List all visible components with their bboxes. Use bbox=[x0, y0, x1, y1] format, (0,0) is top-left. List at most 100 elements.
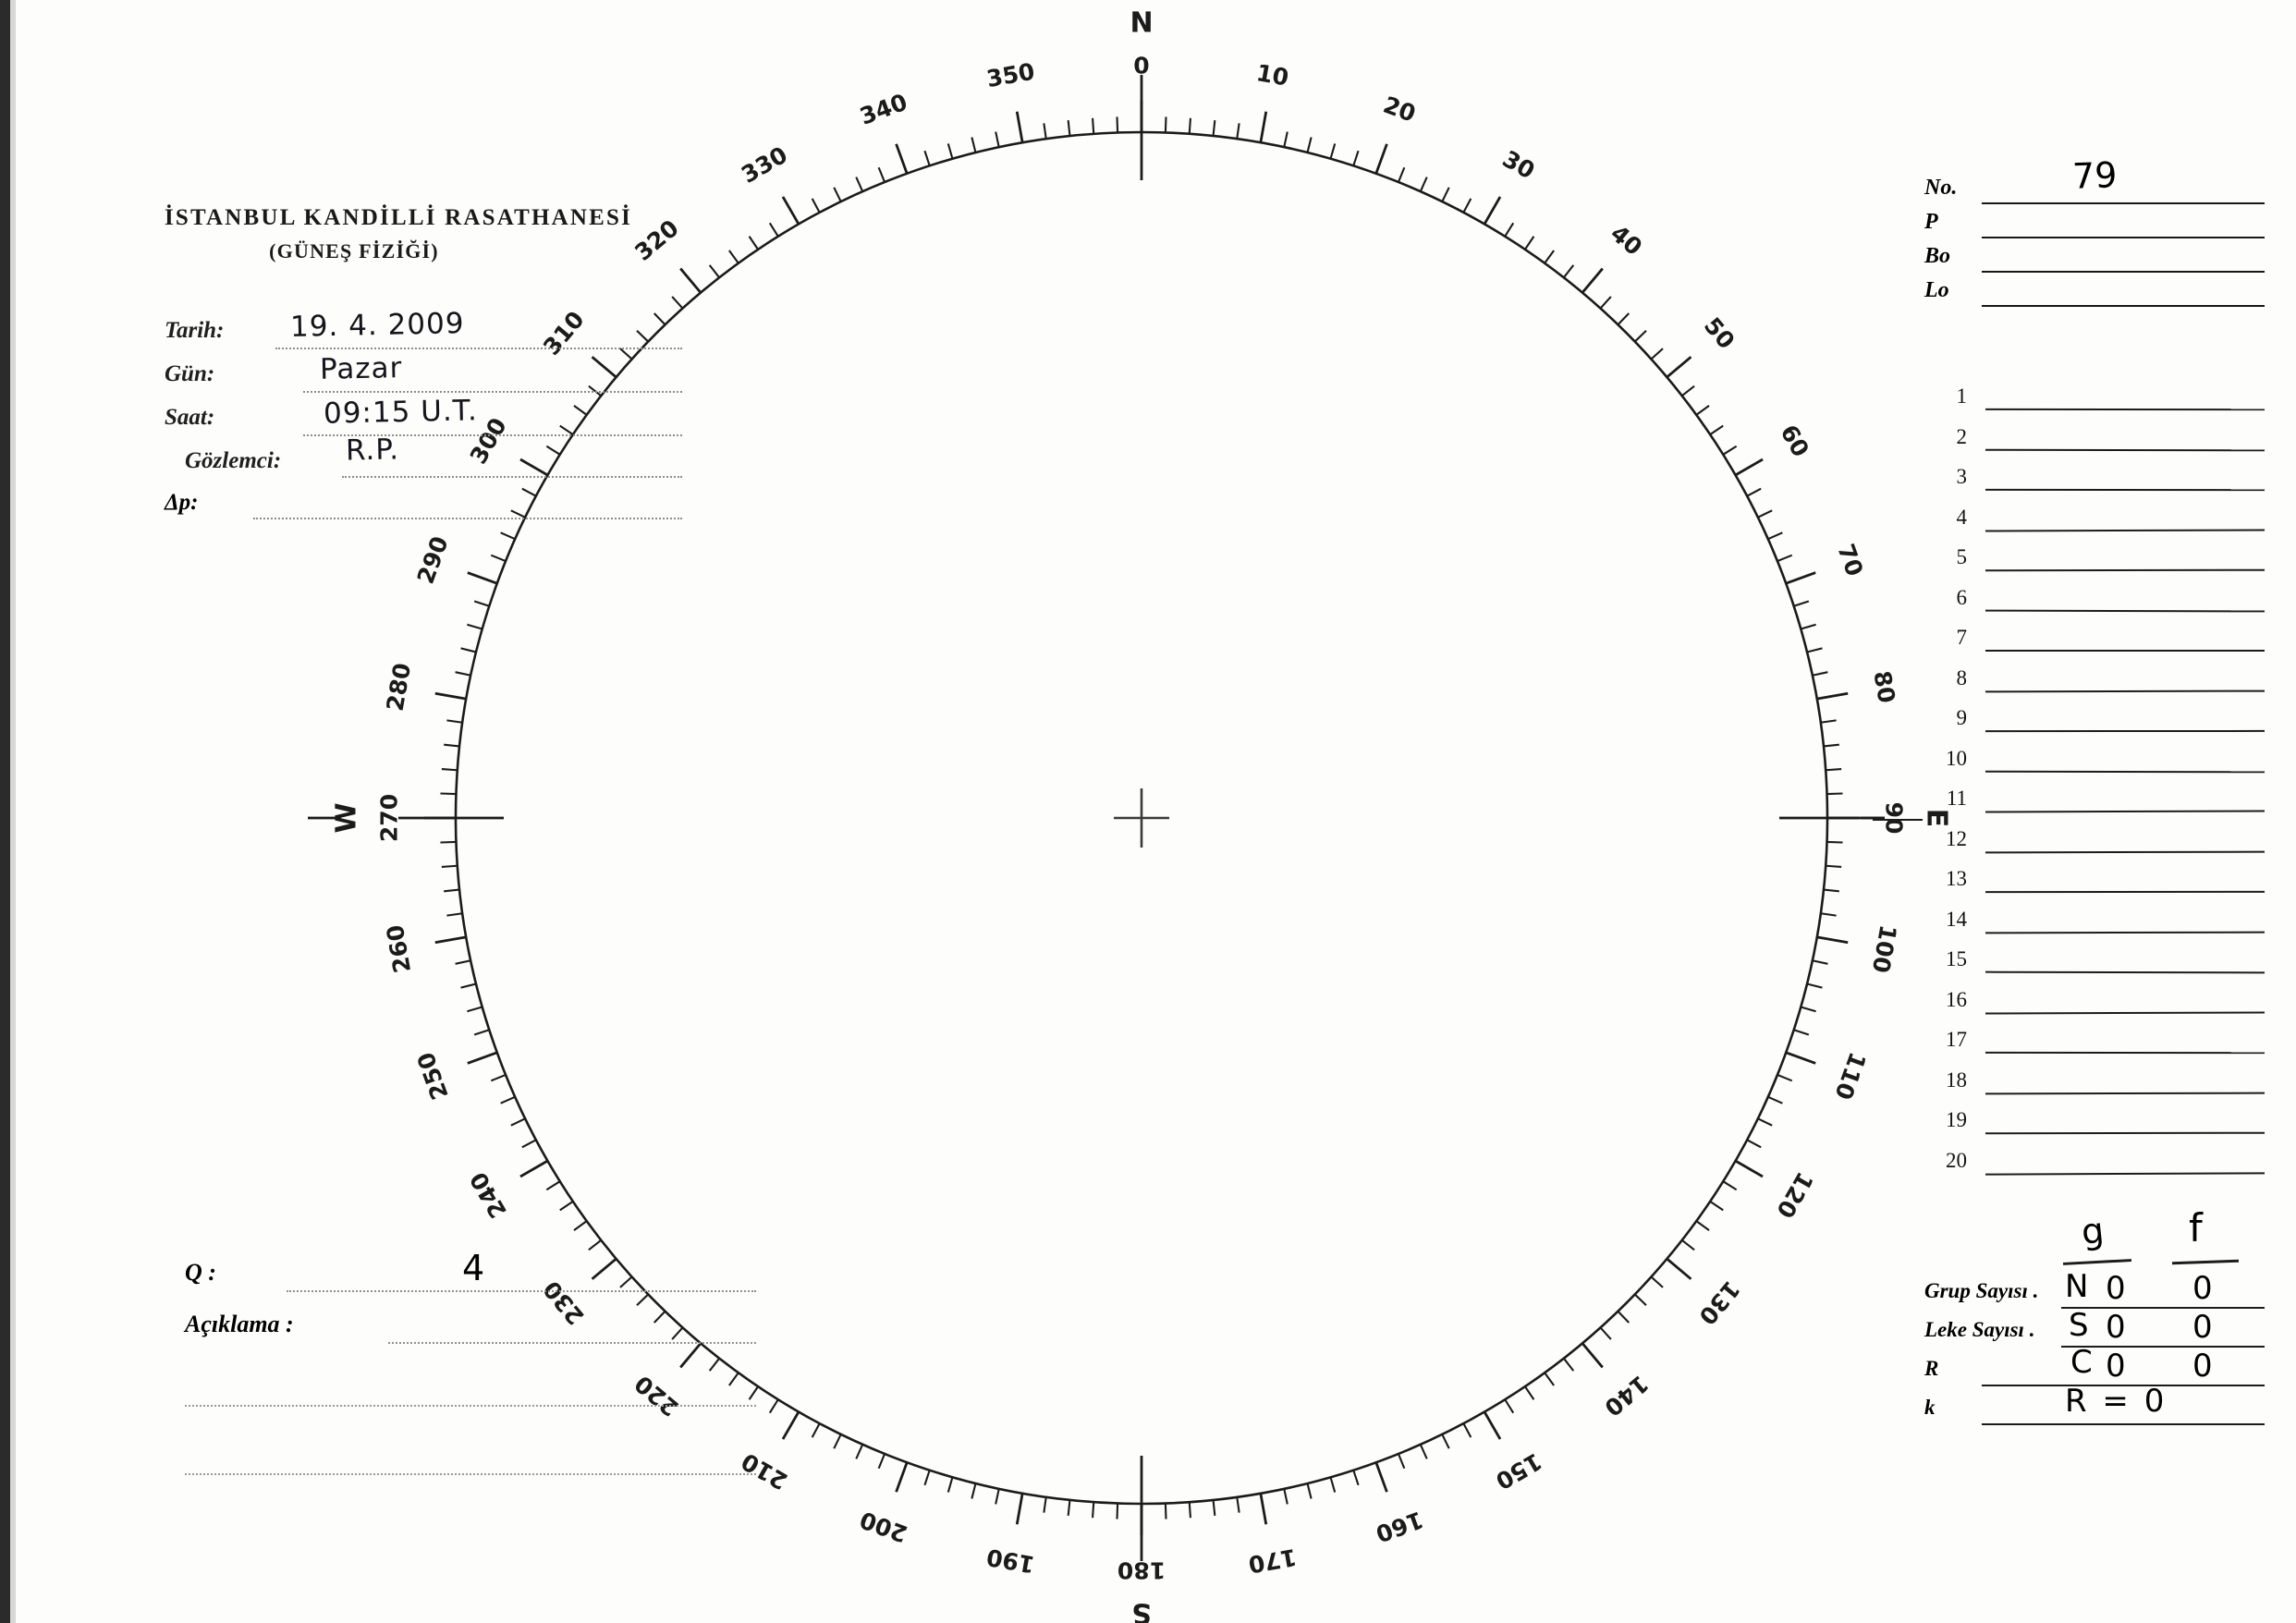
k-value[interactable]: R = 0 bbox=[2065, 1383, 2167, 1420]
spot-row-rule bbox=[1985, 448, 2265, 451]
spot-row-number: 3 bbox=[1924, 465, 1967, 489]
spot-row[interactable]: 6 bbox=[1924, 582, 2265, 623]
svg-text:100: 100 bbox=[1867, 922, 1902, 974]
spot-row-rule bbox=[1985, 650, 2265, 652]
r-g[interactable]: 0 bbox=[2106, 1348, 2126, 1385]
report-row-p: P bbox=[1924, 210, 2265, 244]
note-row: Açıklama : bbox=[185, 1311, 702, 1362]
summary-row-group-count: Grup Sayısı . N 0 0 bbox=[1924, 1277, 2265, 1316]
summary-col-g-underline bbox=[2063, 1259, 2131, 1265]
institution-name-line2: (GÜNEŞ FİZİĞİ) bbox=[165, 239, 645, 263]
spot-row-rule bbox=[1985, 529, 2265, 531]
spot-row[interactable]: 20 bbox=[1924, 1145, 2265, 1186]
spot-row[interactable]: 8 bbox=[1924, 663, 2265, 703]
svg-text:340: 340 bbox=[856, 89, 910, 130]
spot-row[interactable]: 14 bbox=[1924, 904, 2265, 945]
field-delta-p-rule bbox=[253, 518, 682, 519]
spot-row-rule bbox=[1985, 689, 2265, 692]
spot-row[interactable]: 11 bbox=[1924, 783, 2265, 824]
svg-text:50: 50 bbox=[1699, 312, 1740, 354]
spot-row-number: 5 bbox=[1924, 545, 1967, 569]
spot-row[interactable]: 3 bbox=[1924, 461, 2265, 502]
group-count-label: Grup Sayısı . bbox=[1924, 1279, 2038, 1303]
spot-row-rule bbox=[1985, 810, 2265, 812]
quality-value[interactable]: 4 bbox=[462, 1248, 484, 1288]
spot-row-rule bbox=[1985, 770, 2265, 773]
spot-row-number: 17 bbox=[1924, 1028, 1967, 1052]
spot-row[interactable]: 5 bbox=[1924, 542, 2265, 582]
report-p-rule bbox=[1982, 237, 2265, 238]
report-header-panel: No. 79 P Bo Lo bbox=[1924, 176, 2265, 312]
spot-row-rule bbox=[1985, 931, 2265, 934]
spot-row[interactable]: 7 bbox=[1924, 622, 2265, 663]
report-no-label: No. bbox=[1924, 176, 1957, 201]
report-no-value[interactable]: 79 bbox=[2071, 154, 2118, 197]
field-observer-value[interactable]: R.P. bbox=[346, 433, 400, 467]
spot-row[interactable]: 16 bbox=[1924, 984, 2265, 1025]
spot-row-rule bbox=[1985, 489, 2265, 491]
spot-count-g[interactable]: 0 bbox=[2106, 1309, 2126, 1346]
r-label: R bbox=[1924, 1357, 1938, 1381]
svg-text:40: 40 bbox=[1606, 220, 1647, 262]
group-count-rule bbox=[2061, 1307, 2265, 1309]
spot-row[interactable]: 17 bbox=[1924, 1024, 2265, 1065]
note-rule-3 bbox=[185, 1473, 756, 1475]
spot-row[interactable]: 15 bbox=[1924, 944, 2265, 984]
group-count-g[interactable]: 0 bbox=[2106, 1270, 2126, 1307]
spot-count-hemisphere[interactable]: S bbox=[2069, 1307, 2089, 1344]
spot-row[interactable]: 18 bbox=[1924, 1065, 2265, 1105]
spot-row[interactable]: 13 bbox=[1924, 863, 2265, 904]
field-date-label: Tarih: bbox=[165, 318, 224, 344]
svg-text:60: 60 bbox=[1775, 421, 1814, 462]
spot-count-f[interactable]: 0 bbox=[2192, 1309, 2213, 1346]
svg-text:190: 190 bbox=[984, 1544, 1036, 1579]
svg-text:130: 130 bbox=[1693, 1275, 1745, 1330]
spot-row-rule bbox=[1985, 1052, 2265, 1054]
svg-text:210: 210 bbox=[737, 1447, 792, 1495]
report-row-no: No. 79 bbox=[1924, 176, 2265, 210]
spot-row[interactable]: 19 bbox=[1924, 1104, 2265, 1145]
spot-row[interactable]: 9 bbox=[1924, 702, 2265, 743]
note-label: Açıklama : bbox=[185, 1311, 294, 1338]
observation-fields: Tarih: 19. 4. 2009 Gün: Pazar Saat: 09:1… bbox=[165, 314, 682, 531]
spot-row-rule bbox=[1985, 891, 2265, 893]
r-hemisphere[interactable]: C bbox=[2070, 1344, 2093, 1381]
spot-row-rule bbox=[1985, 609, 2265, 612]
observatory-header: İSTANBUL KANDİLLİ RASATHANESİ (GÜNEŞ FİZ… bbox=[165, 205, 645, 263]
field-date: Tarih: 19. 4. 2009 bbox=[165, 314, 682, 358]
group-count-hemisphere[interactable]: N bbox=[2065, 1268, 2088, 1305]
spot-row[interactable]: 4 bbox=[1924, 502, 2265, 543]
group-count-f[interactable]: 0 bbox=[2192, 1270, 2213, 1307]
field-time-label: Saat: bbox=[165, 405, 214, 431]
summary-column-headers: g f bbox=[1924, 1220, 2265, 1277]
spot-row[interactable]: 2 bbox=[1924, 421, 2265, 462]
field-day-value[interactable]: Pazar bbox=[320, 351, 403, 386]
report-bo-label: Bo bbox=[1924, 244, 1950, 269]
summary-col-g: g bbox=[2080, 1210, 2107, 1252]
spot-row[interactable]: 10 bbox=[1924, 743, 2265, 784]
svg-text:120: 120 bbox=[1771, 1167, 1818, 1223]
spot-entry-list: 1 2 3 4 5 6 7 8 9 10 11 12 13 14 15 16 17 18 19 20 bbox=[1924, 381, 2265, 1185]
field-day-rule bbox=[303, 391, 682, 393]
svg-text:10: 10 bbox=[1254, 59, 1290, 92]
field-date-value[interactable]: 19. 4. 2009 bbox=[290, 307, 465, 344]
spot-row[interactable]: 12 bbox=[1924, 824, 2265, 864]
spot-row-number: 10 bbox=[1924, 747, 1967, 771]
spot-row-number: 11 bbox=[1924, 787, 1967, 811]
spot-row-number: 4 bbox=[1924, 506, 1967, 530]
note-rule bbox=[388, 1342, 756, 1344]
svg-text:160: 160 bbox=[1373, 1506, 1427, 1547]
field-delta-p-label: Δp: bbox=[165, 490, 199, 516]
report-row-bo: Bo bbox=[1924, 244, 2265, 278]
svg-text:220: 220 bbox=[629, 1370, 684, 1422]
report-row-lo: Lo bbox=[1924, 278, 2265, 312]
quality-row: Q : 4 bbox=[185, 1259, 702, 1311]
r-f[interactable]: 0 bbox=[2192, 1348, 2213, 1385]
field-observer-label: Gözlemci: bbox=[185, 448, 281, 474]
spot-row-rule bbox=[1985, 409, 2265, 410]
spot-row-rule bbox=[1985, 1172, 2265, 1175]
spot-row[interactable]: 1 bbox=[1924, 381, 2265, 421]
svg-text:110: 110 bbox=[1829, 1049, 1871, 1104]
report-lo-label: Lo bbox=[1924, 278, 1949, 303]
field-time-value[interactable]: 09:15 U.T. bbox=[324, 394, 479, 430]
